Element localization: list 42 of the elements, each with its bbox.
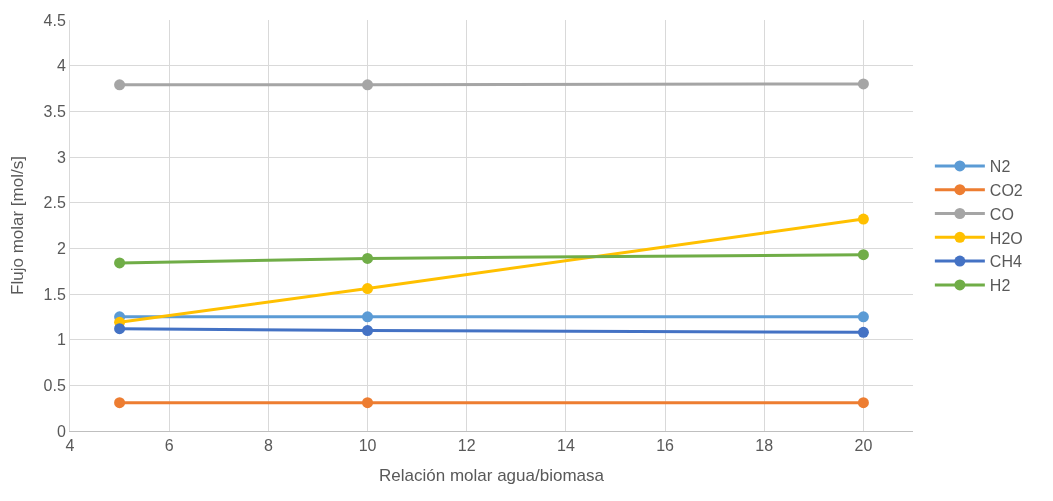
y-tick-label: 0 [56,422,66,440]
point [857,213,869,225]
point [362,79,374,91]
x-tick-label: 8 [263,437,273,455]
y-axis-title: Flujo molar [mol/s] [8,156,28,295]
legend-label: H2 [989,277,1011,295]
legend-label: H2O [989,229,1023,247]
x-tick-label: 10 [358,437,377,455]
x-tick-label: 16 [656,437,675,455]
x-tick-label: 6 [164,437,174,455]
x-tick-label: 20 [854,437,873,455]
y-tick-label: 0.5 [43,376,66,394]
point [857,326,869,338]
legend-label: CO [989,205,1014,223]
y-tick-label: 2.5 [43,194,66,212]
point [362,325,374,337]
point [857,311,869,323]
y-tick-label: 3 [56,148,66,166]
legend-label: CO2 [989,181,1023,199]
x-axis-title: Relación molar agua/biomasa [379,465,605,485]
point [362,397,374,409]
point [114,257,126,269]
point [857,249,869,261]
y-tick-label: 2 [56,239,66,257]
point [857,397,869,409]
point [114,79,126,91]
point [362,283,374,295]
y-tick-label: 1.5 [43,285,66,303]
x-tick-label: 18 [755,437,774,455]
legend-label: N2 [989,158,1011,176]
point [362,252,374,264]
y-tick-label: 3.5 [43,102,66,120]
x-tick-label: 12 [457,437,476,455]
y-tick-label: 1 [56,331,66,349]
x-tick-label: 14 [556,437,575,455]
point [114,323,126,335]
y-tick-label: 4.5 [43,11,66,29]
point [362,311,374,323]
point [857,78,869,90]
legend-label: CH4 [989,253,1022,271]
y-tick-label: 4 [56,57,66,75]
point [114,397,126,409]
